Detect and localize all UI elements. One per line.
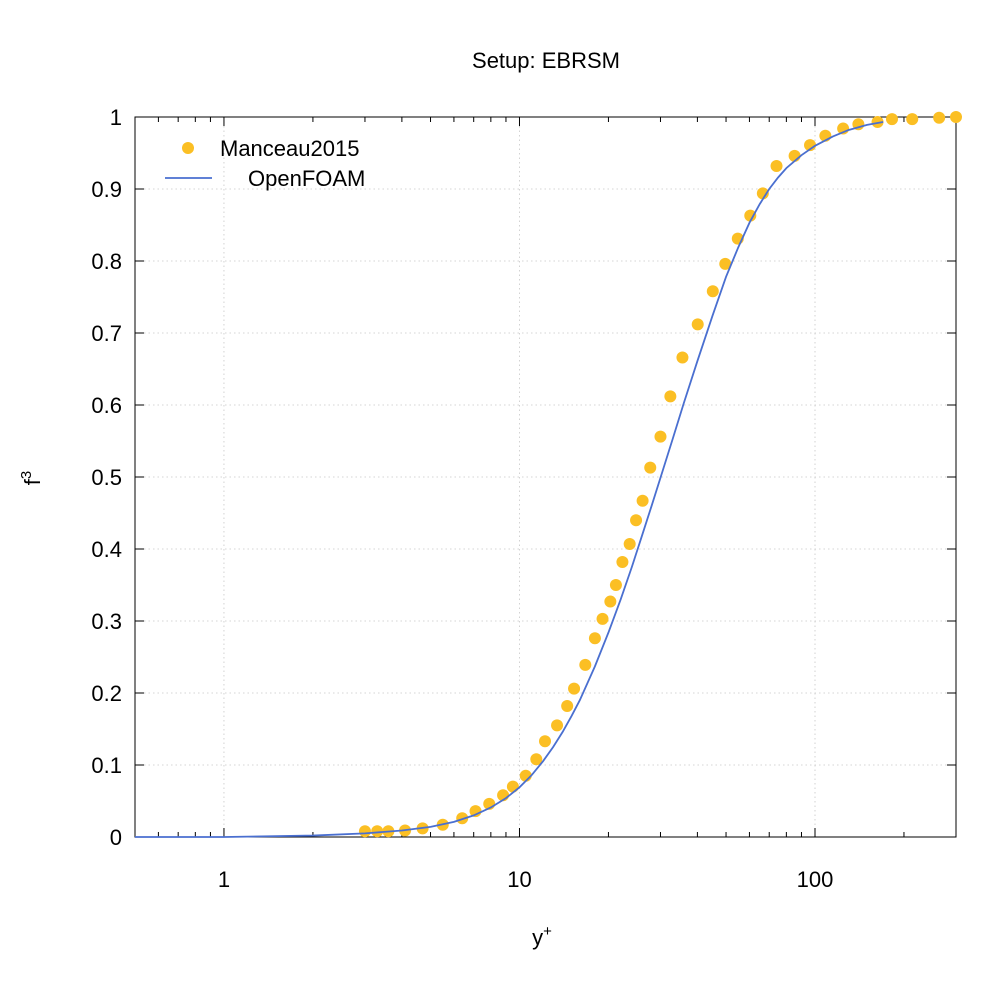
data-point-manceau2015 [950, 111, 962, 123]
data-point-manceau2015 [539, 735, 552, 748]
x-tick-label: 1 [218, 867, 230, 892]
data-point-manceau2015 [676, 351, 689, 364]
x-tick-label: 10 [507, 867, 531, 892]
y-tick-label: 0.5 [91, 465, 122, 490]
data-point-manceau2015 [616, 555, 629, 568]
x-tick-label: 100 [797, 867, 834, 892]
data-point-manceau2015 [871, 116, 884, 129]
legend-marker-manceau2015 [182, 142, 194, 154]
data-point-manceau2015 [371, 825, 384, 838]
y-axis-label-superscript: 3 [18, 471, 35, 479]
legend-label-manceau2015: Manceau2015 [220, 136, 359, 161]
y-tick-label: 0.2 [91, 681, 122, 706]
y-tick-label: 0.3 [91, 609, 122, 634]
y-axis-label-base: f [20, 478, 45, 485]
y-tick-label: 0.8 [91, 249, 122, 274]
data-point-manceau2015 [596, 612, 609, 625]
y-tick-label: 0.1 [91, 753, 122, 778]
y-tick-label: 0 [110, 825, 122, 850]
data-point-manceau2015 [623, 537, 636, 550]
data-point-manceau2015 [579, 658, 592, 671]
data-point-manceau2015 [568, 682, 581, 695]
y-tick-label: 1 [110, 105, 122, 130]
data-point-manceau2015 [933, 111, 946, 124]
y-tick-label: 0.7 [91, 321, 122, 346]
axis-ticks: 0 0.1 0.2 0.3 0.4 0.5 0.6 0.7 0.8 0.9 1 1 10 100 [91, 105, 956, 892]
y-tick-label: 0.6 [91, 393, 122, 418]
data-point-manceau2015 [588, 632, 601, 645]
x-axis-label: y+ [532, 923, 552, 950]
data-point-manceau2015 [630, 514, 643, 527]
data-point-manceau2015 [770, 159, 783, 172]
data-point-manceau2015 [906, 113, 919, 126]
grid [135, 117, 956, 837]
chart-title: Setup: EBRSM [472, 48, 620, 73]
y-tick-label: 0.9 [91, 177, 122, 202]
data-point-manceau2015 [530, 753, 543, 766]
data-point-manceau2015 [644, 461, 657, 474]
legend: Manceau2015 OpenFOAM [165, 136, 365, 191]
data-point-manceau2015 [654, 430, 667, 443]
series-line-openfoam [135, 121, 884, 838]
data-point-manceau2015 [604, 595, 617, 608]
data-point-manceau2015 [664, 390, 677, 403]
x-axis-label-superscript: + [543, 923, 552, 940]
data-point-manceau2015 [636, 494, 649, 507]
data-point-manceau2015 [691, 318, 704, 331]
data-point-manceau2015 [561, 699, 574, 712]
data-point-manceau2015 [609, 579, 622, 591]
series [135, 111, 962, 838]
data-point-manceau2015 [506, 780, 519, 793]
data-point-manceau2015 [551, 719, 564, 732]
data-point-manceau2015 [706, 285, 719, 298]
legend-label-openfoam: OpenFOAM [248, 166, 365, 191]
data-point-manceau2015 [756, 187, 769, 200]
y-axis-label: f3 [18, 471, 45, 485]
y-axis-label-group: f3 [18, 471, 45, 485]
data-point-manceau2015 [885, 113, 898, 126]
data-point-manceau2015 [744, 209, 757, 222]
data-point-manceau2015 [358, 825, 371, 838]
y-tick-label: 0.4 [91, 537, 122, 562]
x-axis-label-base: y [532, 925, 543, 950]
data-point-manceau2015 [719, 257, 732, 270]
